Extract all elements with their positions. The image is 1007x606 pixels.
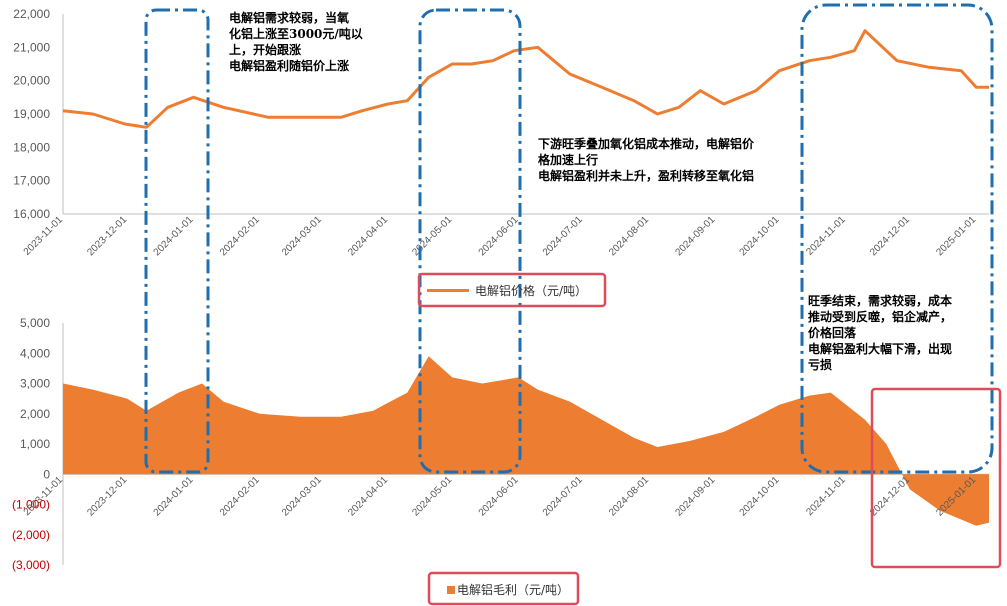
price-legend-swatch [427, 289, 469, 292]
y-tick-label: 21,000 [13, 40, 50, 54]
y-tick-label: 17,000 [13, 174, 50, 188]
highlight-box-oct-jan [800, 3, 994, 474]
x-tick-label: 2024-08-01 [607, 214, 651, 258]
x-tick-label: 2024-07-01 [541, 474, 585, 518]
x-tick-label: 2024-09-01 [673, 474, 717, 518]
y-tick-label: 20,000 [13, 74, 50, 88]
y-tick-label: 3,000 [20, 377, 50, 391]
y-tick-label: (3,000) [12, 558, 50, 572]
y-tick-label: 0 [43, 467, 50, 481]
x-tick-label: 2023-12-01 [85, 474, 129, 518]
x-tick-label: 2024-06-01 [477, 474, 521, 518]
legend-box-price [417, 272, 607, 308]
x-tick-label: 2024-02-01 [218, 474, 262, 518]
y-tick-label: 4,000 [20, 346, 50, 360]
y-tick-label: 5,000 [20, 316, 50, 330]
x-tick-label: 2024-01-01 [152, 214, 196, 258]
profit-legend: 电解铝毛利（元/吨） [447, 581, 569, 598]
x-tick-label: 2024-12-01 [868, 474, 912, 518]
price-chart-axes [62, 14, 989, 215]
y-tick-label: 22,000 [13, 7, 50, 21]
profit-legend-swatch [447, 585, 455, 594]
x-tick-label: 2024-09-01 [673, 214, 717, 258]
price-legend: 电解铝价格（元/吨） [427, 282, 587, 299]
profit-chart-y-ticks: (3,000) (2,000) (1,000) 0 1,000 2,000 3,000 4,0… [12, 316, 50, 572]
price-legend-label: 电解铝价格（元/吨） [475, 284, 588, 298]
x-tick-label: 2024-03-01 [280, 474, 324, 518]
price-series-line [62, 29, 989, 129]
x-tick-label: 2024-11-01 [804, 214, 848, 258]
y-tick-label: 1,000 [20, 437, 50, 451]
x-tick-label: 2024-05-01 [410, 474, 454, 518]
y-tick-label: (2,000) [12, 528, 50, 542]
profit-chart-x-ticks: 2023-11-01 2023-12-01 2024-01-01 2024-02-01… [22, 474, 979, 518]
y-tick-label: 16,000 [13, 207, 50, 221]
profit-legend-label: 电解铝毛利（元/吨） [457, 583, 570, 597]
x-tick-label: 2024-06-01 [477, 214, 521, 258]
x-tick-label: 2024-02-01 [218, 214, 262, 258]
y-tick-label: 18,000 [13, 140, 50, 154]
profit-series-area [63, 356, 989, 526]
highlight-box-apr-jun [418, 8, 522, 474]
highlight-box-dec-jan [144, 8, 210, 474]
y-tick-label: 2,000 [20, 407, 50, 421]
x-tick-label: 2024-05-01 [410, 214, 454, 258]
price-chart-y-ticks: 16,000 17,000 18,000 19,000 20,000 21,000 22,0… [13, 7, 50, 221]
x-tick-label: 2024-11-01 [804, 474, 848, 518]
x-tick-label: 2024-04-01 [346, 214, 390, 258]
x-tick-label: 2023-12-01 [85, 214, 129, 258]
price-chart: 16,000 17,000 18,000 19,000 20,000 21,000 22,0… [13, 7, 989, 258]
x-tick-label: 2024-01-01 [152, 474, 196, 518]
annotation-season-end: 旺季结束，需求较弱，成本 推动受到反噬，铝企减产， 价格回落 电解铝盈利大幅下滑… [808, 294, 953, 372]
x-tick-label: 2024-12-01 [868, 214, 912, 258]
x-tick-label: 2024-10-01 [738, 214, 782, 258]
loss-highlight-box [870, 387, 1002, 569]
legend-box-profit [427, 571, 580, 606]
x-tick-label: 2024-03-01 [280, 214, 324, 258]
price-chart-x-ticks: 2023-11-01 2023-12-01 2024-01-01 2024-02-01… [22, 214, 979, 258]
x-tick-label: 2024-10-01 [738, 474, 782, 518]
x-tick-label: 2024-07-01 [541, 214, 585, 258]
annotation-peak-season: 下游旺季叠加氧化铝成本推动，电解铝价 格加速上行 电解铝盈利并未上升，盈利转移至… [538, 137, 755, 183]
y-tick-label: (1,000) [12, 498, 50, 512]
x-tick-label: 2025-01-01 [934, 214, 978, 258]
y-tick-label: 19,000 [13, 107, 50, 121]
annotation-weak-demand: 电解铝需求较弱，当氧 化铝上涨至3000元/吨以 上，开始跟涨 电解铝盈利随铝价… [229, 11, 363, 73]
x-tick-label: 2024-04-01 [346, 474, 390, 518]
x-tick-label: 2024-08-01 [607, 474, 651, 518]
